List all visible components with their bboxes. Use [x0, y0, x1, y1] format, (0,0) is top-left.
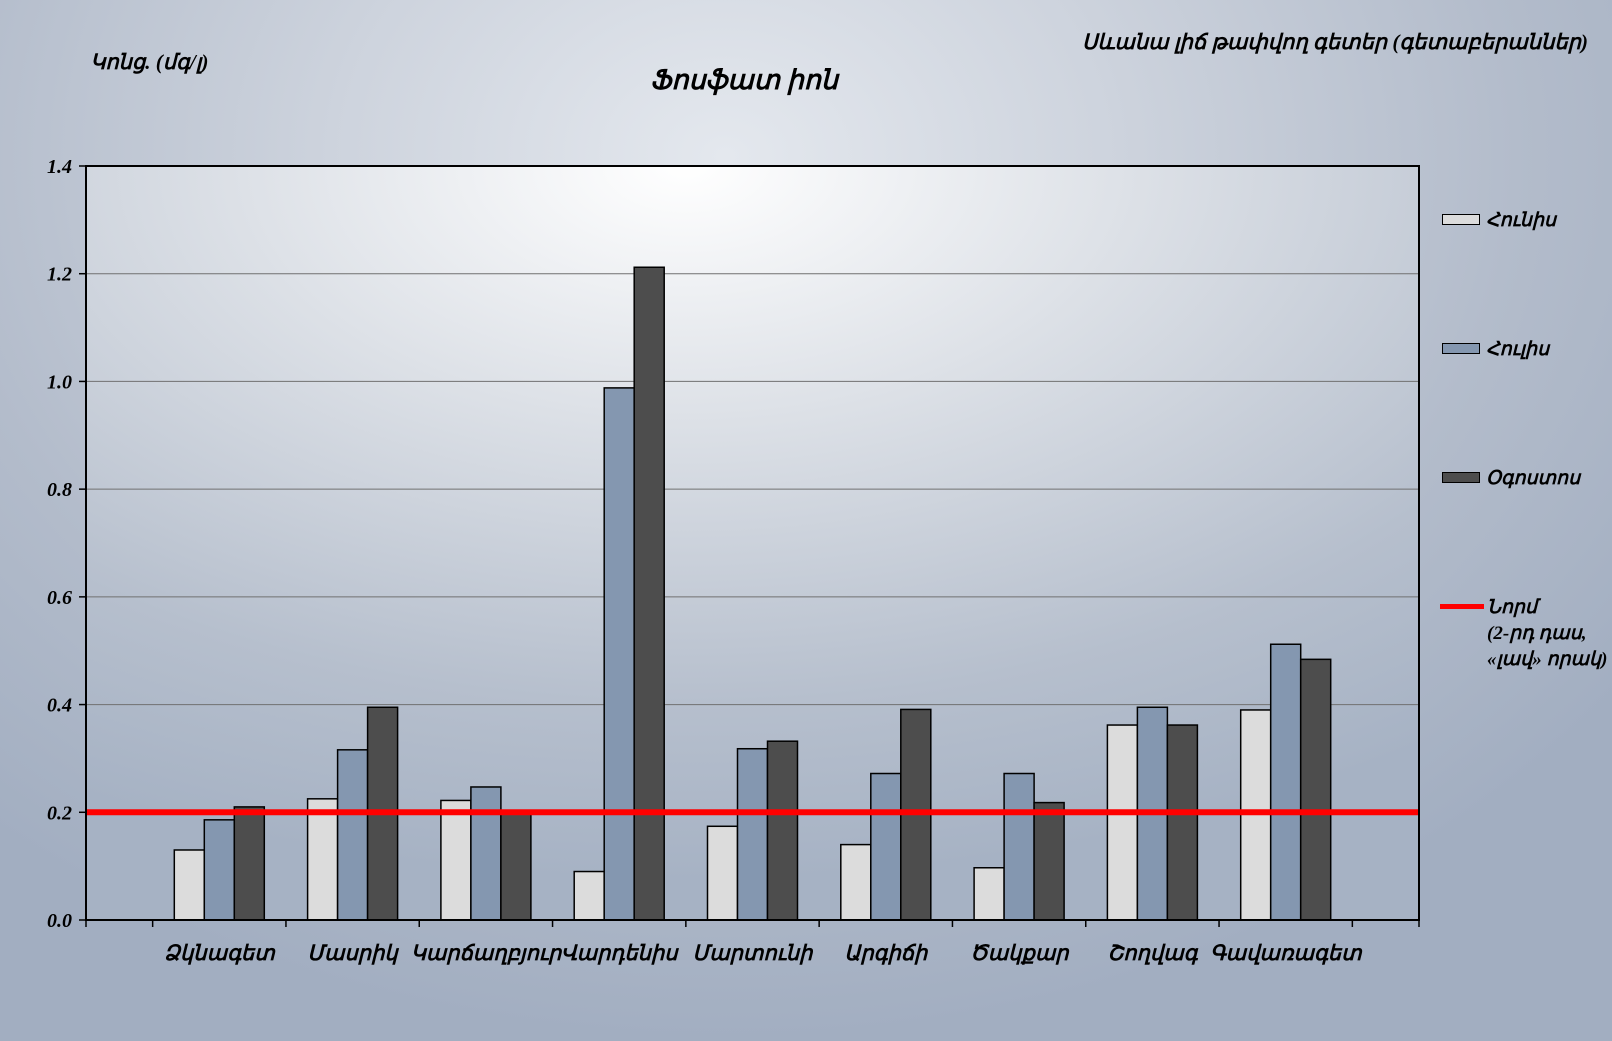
bar: [573, 870, 605, 921]
chart-title: Ֆոսֆատ իոն: [650, 65, 838, 95]
legend-label-august: Օգոստոս: [1486, 468, 1581, 489]
legend-item-norm: Նորմ (2-րդ դաս, «լավ» որակ): [1440, 595, 1607, 673]
bar: [470, 786, 502, 921]
y-tick-label: 0.4: [47, 695, 72, 717]
bar: [173, 849, 206, 921]
bar: [440, 799, 472, 921]
legend-swatch-june: [1442, 214, 1480, 225]
y-tick-label: 0.2: [47, 802, 72, 824]
bar: [233, 806, 266, 921]
x-tick-label: Շողվագ: [1107, 941, 1198, 965]
y-tick-label: 1.2: [47, 264, 72, 286]
x-tick-label: Մասրիկ: [307, 941, 399, 965]
bar: [870, 772, 902, 921]
bar: [1033, 801, 1065, 921]
legend-swatch-norm: [1440, 604, 1484, 609]
y-tick-label: 1.0: [47, 371, 72, 393]
bar: [1166, 724, 1199, 921]
bar: [736, 747, 769, 921]
bar: [306, 798, 339, 921]
bar: [1299, 658, 1332, 921]
x-tick-label: Վարդենիս: [561, 941, 679, 965]
x-tick-label: Արգիճի: [844, 941, 929, 965]
bar: [1269, 643, 1302, 921]
legend-item-june: Հունիս: [1442, 208, 1556, 234]
bar: [973, 867, 1005, 921]
x-tick-label: Ձկնագետ: [164, 941, 276, 965]
y-tick-label: 1.4: [47, 156, 72, 178]
legend-swatch-july: [1442, 343, 1480, 354]
legend-label-july: Հուլիս: [1486, 339, 1550, 360]
plot-border: [85, 165, 1420, 921]
bar: [603, 387, 635, 921]
bar: [1106, 724, 1139, 921]
legend-item-july: Հուլիս: [1442, 337, 1549, 363]
x-tick-label: Գավառագետ: [1210, 941, 1363, 965]
legend-label-june: Հունիս: [1486, 210, 1557, 231]
bar: [766, 740, 799, 921]
bar: [336, 749, 369, 921]
x-tick-label: Մարտունի: [693, 941, 815, 965]
y-tick-label: 0.6: [47, 587, 72, 609]
legend-swatch-august: [1442, 472, 1480, 483]
bar: [840, 843, 872, 921]
legend-item-august: Օգոստոս: [1442, 466, 1580, 492]
bar: [706, 825, 739, 921]
x-tick-label: Ծակքար: [970, 941, 1071, 965]
bar: [1003, 772, 1035, 921]
x-tick-label: Կարճաղբյուր: [410, 941, 563, 965]
y-axis-label: Կոնց. (մգ/լ): [90, 50, 209, 74]
bar: [500, 811, 532, 921]
bar: [203, 819, 236, 921]
y-tick-label: 0.0: [47, 910, 72, 932]
y-tick-label: 0.8: [47, 479, 72, 501]
legend-label-norm: Նորմ (2-րդ դաս, «լավ» որակ): [1487, 597, 1608, 670]
bar: [633, 266, 665, 921]
chart-subtitle: Սևանա լիճ թափվող գետեր (գետաբերաններ): [1081, 30, 1588, 54]
